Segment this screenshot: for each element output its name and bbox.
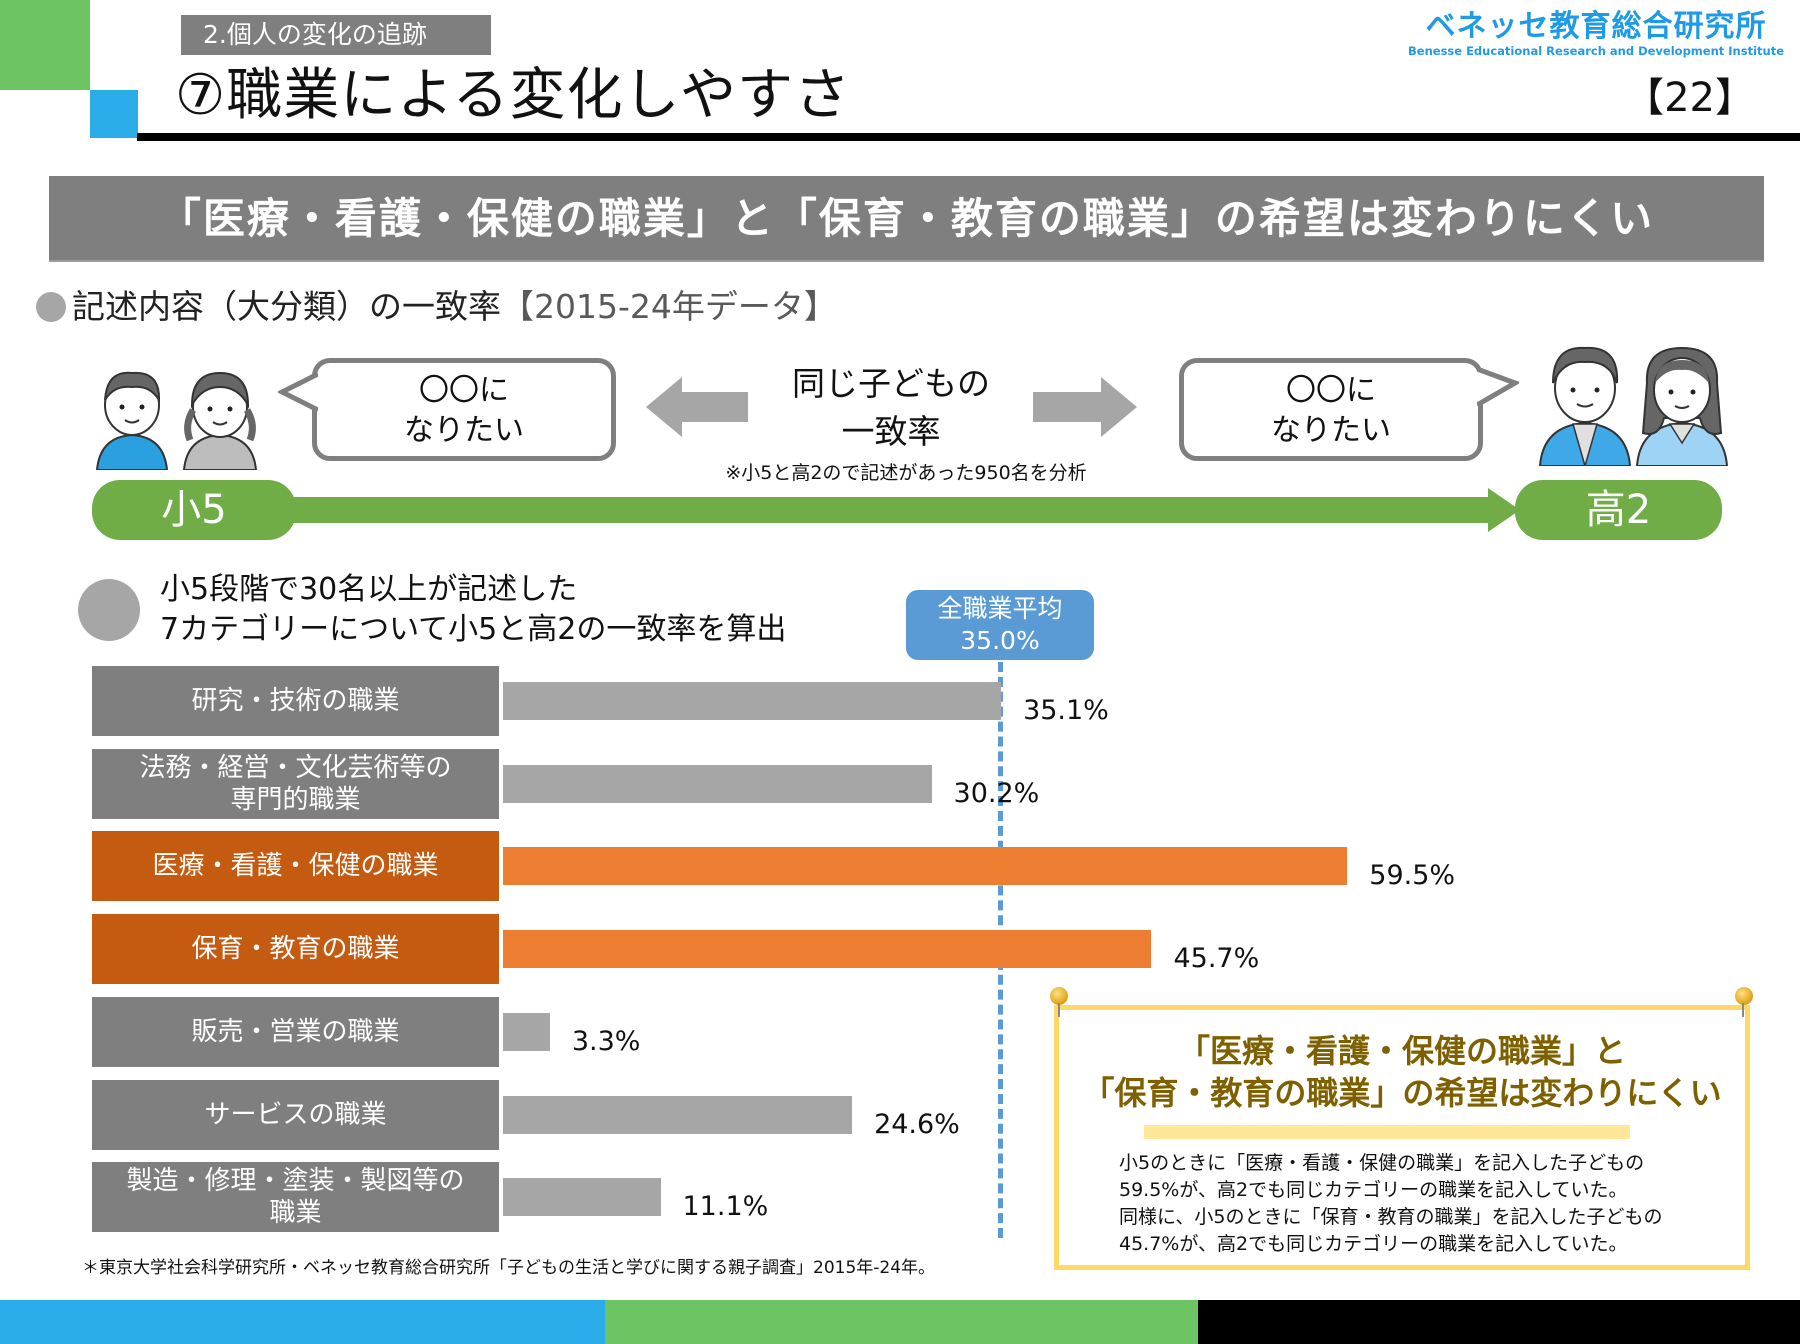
timeline-start-grade5: 小5 [92,480,296,540]
highschool-students-illustration [1538,346,1729,466]
bar [503,682,1002,720]
callout-heading-line2: 「保育・教育の職業」の希望は変わりにくい [1082,1074,1722,1112]
average-value: 35.0% [960,626,1040,655]
bar-value-label: 35.1% [1023,695,1109,726]
bullet-dot-icon [36,292,66,322]
bar [503,930,1152,969]
subtitle-bracket: 【2015-24年データ】 [501,287,837,326]
summary-callout: 「医療・看護・保健の職業」と 「保育・教育の職業」の希望は変わりにくい 小5のと… [1054,1005,1750,1270]
bar [503,764,932,803]
average-label-box: 全職業平均 35.0% [906,590,1094,660]
callout-body: 小5のときに「医療・看護・保健の職業」を記入した子どもの 59.5%が、高2でも… [1119,1150,1663,1258]
bullet-circle-icon [78,579,140,641]
title-rule [137,133,1800,141]
category-label: 販売・営業の職業 [92,996,499,1067]
decor-green-square [0,0,90,90]
chart-description: 小5段階で30名以上が記述した 7カテゴリーについて小5と高2の一致率を算出 [78,570,786,650]
logo-jp: ベネッセ教育総合研究所 [1425,9,1767,44]
bubble-text-line1: 〇〇に [1286,373,1376,408]
pushpin-left-icon [1050,987,1068,1005]
description-line2: 7カテゴリーについて小5と高2の一致率を算出 [160,612,787,647]
timeline-arrowhead-icon [1488,488,1520,532]
pushpin-left-stem [1058,1003,1060,1017]
footer-bar-black [1198,1300,1800,1344]
speech-bubble-highschool: 〇〇に なりたい [1179,358,1483,461]
timeline-bar [250,497,1500,523]
page-number: 【22】 [1624,75,1755,121]
footer-bar-green [605,1300,1198,1344]
bubble-tail-left [278,371,318,413]
speech-bubble-elementary: 〇〇に なりたい [312,358,616,461]
category-label: 医療・看護・保健の職業 [92,831,499,902]
bar-value-label: 3.3% [571,1025,641,1057]
average-label: 全職業平均 [937,594,1063,623]
bar-value-label: 30.2% [953,777,1040,809]
match-rate-label: 同じ子どもの 一致率 [760,360,1022,456]
category-label: サービスの職業 [92,1079,499,1150]
arrow-right-icon [1033,377,1137,437]
bubble-text-line2: なりたい [1271,413,1391,448]
callout-highlight-underline [1144,1125,1630,1139]
subtitle-main: 記述内容（大分類）の一致率 [72,287,501,326]
headline-banner: 「医療・看護・保健の職業」と「保育・教育の職業」の希望は変わりにくい [49,176,1764,262]
match-rate-line2: 一致率 [841,412,941,451]
callout-body-line3: 同様に、小5のときに「保育・教育の職業」を記入した子どもの [1119,1206,1663,1228]
category-label: 保育・教育の職業 [92,914,499,985]
sample-note: ※小5と高2ので記述があった950名を分析 [725,462,1087,484]
boy-icon [95,371,169,470]
category-label: 製造・修理・塗装・製図等の 職業 [92,1162,499,1233]
callout-body-line4: 45.7%が、高2でも同じカテゴリーの職業を記入していた。 [1119,1233,1628,1255]
callout-heading: 「医療・看護・保健の職業」と 「保育・教育の職業」の希望は変わりにくい [1059,1030,1745,1114]
bar-value-label: 59.5% [1369,860,1456,892]
source-footnote: ＊東京大学社会科学研究所・ベネッセ教育総合研究所「子どもの生活と学びに関する親子… [82,1258,936,1278]
female-student-icon [1635,346,1729,466]
bar [503,1178,661,1217]
bar [503,847,1348,886]
page-title: ⑦職業による変化しやすさ [175,63,851,128]
decor-blue-square [90,90,138,138]
bubble-text-line2: なりたい [404,413,524,448]
male-student-icon [1538,346,1632,466]
logo-en: Benesse Educational Research and Develop… [1408,44,1784,58]
pushpin-right-stem [1742,1003,1744,1017]
callout-body-line2: 59.5%が、高2でも同じカテゴリーの職業を記入していた。 [1119,1179,1628,1201]
bubble-tail-right [1477,366,1519,408]
bar-value-label: 11.1% [682,1191,769,1223]
section-subtitle: 記述内容（大分類）の一致率 【2015-24年データ】 [36,285,837,329]
footer-bar-blue [0,1300,605,1344]
bar-value-label: 24.6% [874,1108,960,1140]
bubble-text-line1: 〇〇に [419,373,509,408]
arrow-left-icon [646,377,748,437]
bar [503,1012,550,1051]
logo: ベネッセ教育総合研究所 Benesse Educational Research… [1408,9,1784,59]
callout-heading-line1: 「医療・看護・保健の職業」と [1177,1032,1626,1070]
bar-value-label: 45.7% [1173,943,1260,975]
category-label: 研究・技術の職業 [92,666,499,736]
description-line1: 小5段階で30名以上が記述した [160,572,578,607]
match-rate-line1: 同じ子どもの [792,364,990,403]
timeline-end-highschool2: 高2 [1515,480,1722,540]
callout-body-line1: 小5のときに「医療・看護・保健の職業」を記入した子どもの [1119,1152,1645,1174]
pushpin-right-icon [1735,987,1753,1005]
bar [503,1095,853,1134]
girl-icon [182,371,258,470]
breadcrumb: 2.個人の変化の追跡 [181,15,491,55]
elementary-kids-illustration [95,371,258,470]
category-label: 法務・経営・文化芸術等の 専門的職業 [92,748,499,819]
